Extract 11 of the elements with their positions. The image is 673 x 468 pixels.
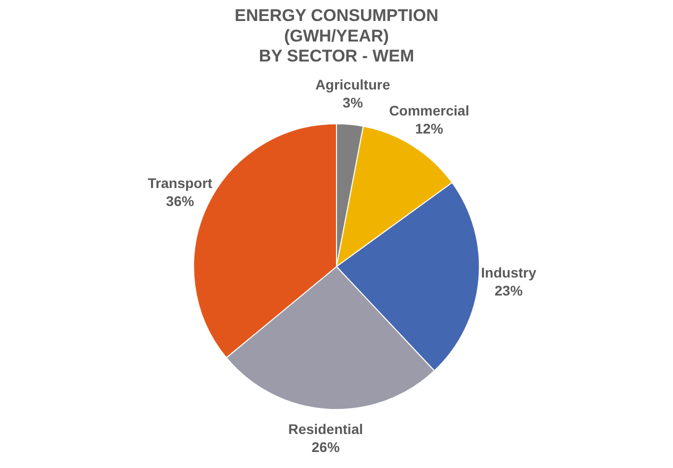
data-label: 3% xyxy=(342,94,364,110)
slice-label: Commercial xyxy=(389,102,470,118)
data-label: 36% xyxy=(166,192,195,209)
chart-title: ENERGY CONSUMPTION (GWH/YEAR) BY SECTOR - WEM xyxy=(234,6,438,66)
slice-label: Industry xyxy=(481,264,536,281)
data-label: 26% xyxy=(312,439,340,456)
data-label: 12% xyxy=(415,120,444,136)
slice-label: Agriculture xyxy=(315,76,390,92)
slice-label: Residential xyxy=(288,421,363,438)
slice-label: Transport xyxy=(148,174,213,191)
data-label: 23% xyxy=(494,282,524,299)
